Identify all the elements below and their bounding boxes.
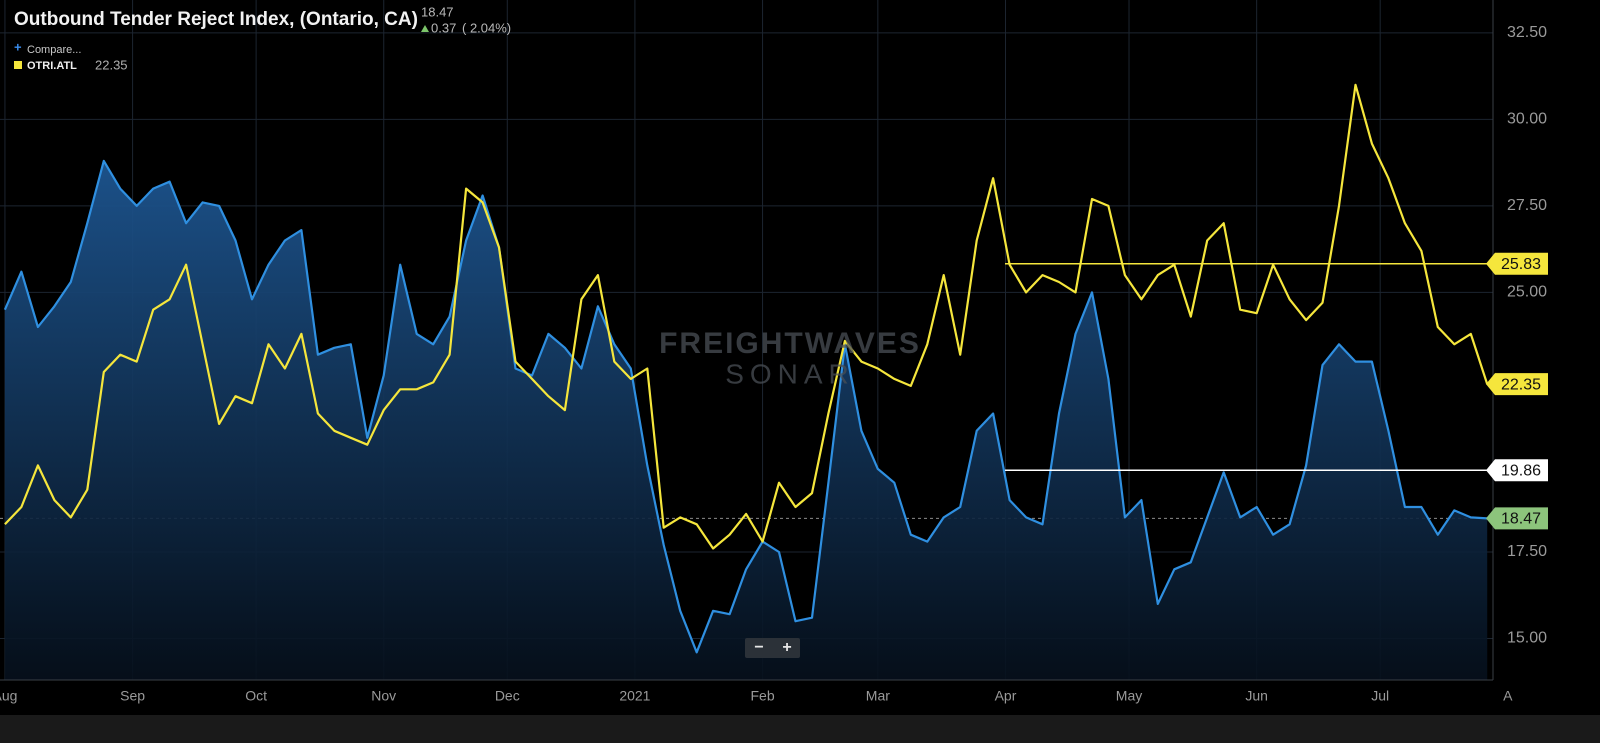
y-tick-label: 30.00 xyxy=(1507,111,1547,128)
y-tick-label: 25.00 xyxy=(1507,284,1547,301)
value-tag xyxy=(1486,252,1548,275)
change-pct: ( 2.04%) xyxy=(462,20,511,35)
axes: 32.50 30.00 27.50 25.00 17.50 15.00 Aug Sep Oct N… xyxy=(0,24,1547,704)
zoom-box xyxy=(745,638,800,658)
compare-button[interactable]: Compare... xyxy=(27,44,81,56)
y-tick-label: 17.50 xyxy=(1507,543,1547,560)
line xyxy=(3,159,1488,654)
x-tick-label: Feb xyxy=(750,688,774,704)
x-tick-label: Jun xyxy=(1245,688,1268,704)
x-tick-label: Oct xyxy=(245,688,267,704)
y-tick-label: 32.50 xyxy=(1507,24,1547,41)
area xyxy=(4,160,1488,680)
legend-value: 22.35 xyxy=(95,57,128,72)
chart-title: Outbound Tender Reject Index, (Ontario, … xyxy=(14,9,418,30)
x-tick-label: Sep xyxy=(120,688,145,704)
plot xyxy=(0,83,1493,680)
zoom-out[interactable]: − xyxy=(754,639,763,656)
value-tag-label: 22.35 xyxy=(1501,376,1541,393)
y-tick-label: 27.50 xyxy=(1507,197,1547,214)
footer-bar xyxy=(0,715,1600,743)
x-tick-label: Mar xyxy=(866,688,890,704)
x-tick-label: A xyxy=(1503,688,1513,704)
zoom-in[interactable]: + xyxy=(782,639,791,656)
x-tick-label: Jul xyxy=(1371,688,1389,704)
x-tick-label: 2021 xyxy=(619,688,650,704)
x-tick-label: Dec xyxy=(495,688,520,704)
legend: OTRI.ATL 22.35 xyxy=(14,57,128,72)
value-tag xyxy=(1486,459,1548,482)
legend-label: OTRI.ATL xyxy=(27,60,77,72)
change: 0.37 xyxy=(431,20,456,35)
watermark: FREIGHTWAVES SONAR xyxy=(659,327,921,389)
compare-icon[interactable]: + xyxy=(14,39,22,54)
value-tag-label: 25.83 xyxy=(1501,256,1541,273)
value-tag-label: 18.47 xyxy=(1501,511,1541,528)
legend-swatch xyxy=(14,61,22,69)
up-arrow xyxy=(421,25,429,32)
x-tick-label: May xyxy=(1116,688,1142,704)
x-tick-label: Apr xyxy=(995,688,1017,704)
watermark-sub: SONAR xyxy=(725,358,855,389)
value-tag-label: 19.86 xyxy=(1501,463,1541,480)
y-tick-label: 15.00 xyxy=(1507,630,1547,647)
watermark-text: FREIGHTWAVES xyxy=(659,327,921,360)
x-tick-label: Aug xyxy=(0,688,17,704)
value-tag xyxy=(1486,373,1548,396)
last-value: 18.47 xyxy=(421,4,454,19)
x-tick-label: Nov xyxy=(371,688,396,704)
tags: 25.83 19.86 18.47 22.35 xyxy=(1486,252,1548,530)
value-tag xyxy=(1486,507,1548,530)
line xyxy=(4,83,1489,550)
